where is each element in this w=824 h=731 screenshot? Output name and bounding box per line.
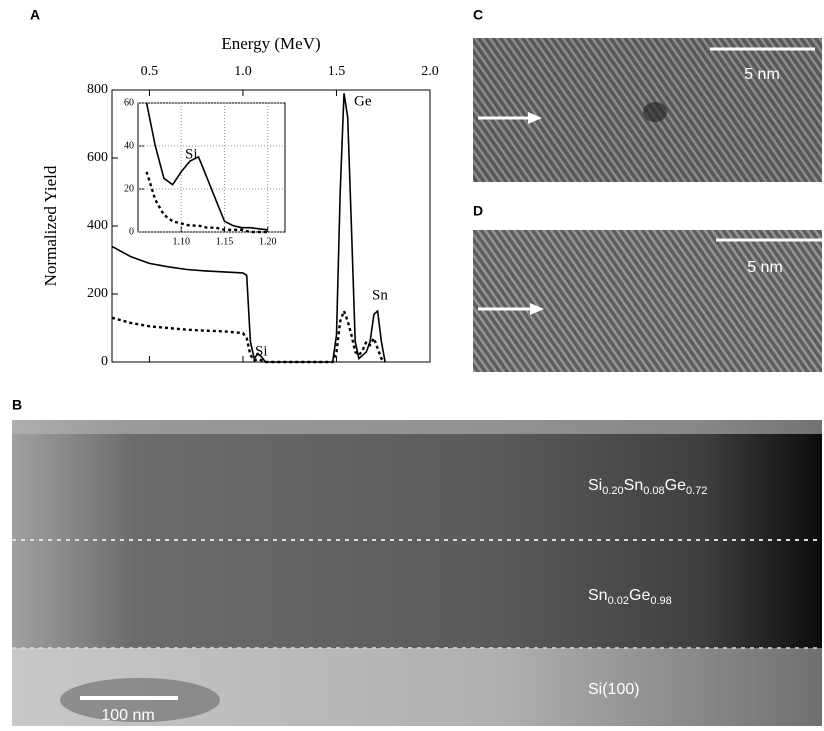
annotation: Ge xyxy=(354,93,372,109)
series-line xyxy=(145,102,268,231)
x-axis-label: Energy (MeV) xyxy=(221,34,320,53)
tem-image-d: 5 nm xyxy=(473,230,822,372)
inset-frame xyxy=(137,102,286,233)
y-tick-label: 400 xyxy=(87,218,108,233)
x-tick-label: 1.20 xyxy=(259,236,277,247)
series-line xyxy=(145,171,268,234)
scale-bar-label: 5 nm xyxy=(744,66,780,83)
tem-image-c: 5 nm xyxy=(473,38,822,182)
subscript: 0.72 xyxy=(686,485,707,497)
x-tick-label: 1.10 xyxy=(172,236,190,247)
tem-image-b: Si0.20Sn0.08Ge0.72 Sn0.02Ge0.98 Si(100) … xyxy=(12,420,822,726)
y-tick-label: 600 xyxy=(87,150,108,165)
y-tick-label: 0 xyxy=(101,354,108,369)
y-tick-label: 0 xyxy=(129,226,134,237)
layer-label: Si0.20Sn0.08Ge0.72 xyxy=(588,477,707,497)
subscript: 0.20 xyxy=(602,485,623,497)
panel-label: A xyxy=(30,7,40,23)
y-tick-label: 800 xyxy=(87,82,108,97)
x-tick-label: 0.5 xyxy=(141,64,159,79)
element: Sn xyxy=(588,587,608,604)
subscript: 0.02 xyxy=(608,595,629,607)
scale-bar-label: 5 nm xyxy=(747,259,783,276)
scale-bar-label: 100 nm xyxy=(101,707,154,724)
series-line xyxy=(111,93,386,363)
y-tick-label: 200 xyxy=(87,286,108,301)
layer-label: Si(100) xyxy=(588,681,640,698)
annotation: Si xyxy=(185,146,198,162)
element: Sn xyxy=(624,477,644,494)
x-tick-label: 2.0 xyxy=(421,64,439,79)
element: Ge xyxy=(665,477,686,494)
subscript: 0.08 xyxy=(643,485,664,497)
element: Ge xyxy=(629,587,650,604)
layer-label: Sn0.02Ge0.98 xyxy=(588,587,672,607)
panel-label: B xyxy=(12,397,22,413)
subscript: 0.98 xyxy=(650,595,671,607)
y-tick-label: 20 xyxy=(124,183,134,194)
element: Si xyxy=(588,477,602,494)
panel-label: C xyxy=(473,7,483,23)
y-axis-label: Normalized Yield xyxy=(41,165,60,286)
element: Si(100) xyxy=(588,681,640,698)
y-tick-label: 40 xyxy=(124,140,134,151)
y-tick-label: 60 xyxy=(124,97,134,108)
annotation: Si xyxy=(255,343,268,359)
annotation: Sn xyxy=(372,287,388,303)
x-tick-label: 1.15 xyxy=(216,236,234,247)
x-tick-label: 1.5 xyxy=(328,64,346,79)
x-tick-label: 1.0 xyxy=(234,64,252,79)
panel-label: D xyxy=(473,203,483,219)
